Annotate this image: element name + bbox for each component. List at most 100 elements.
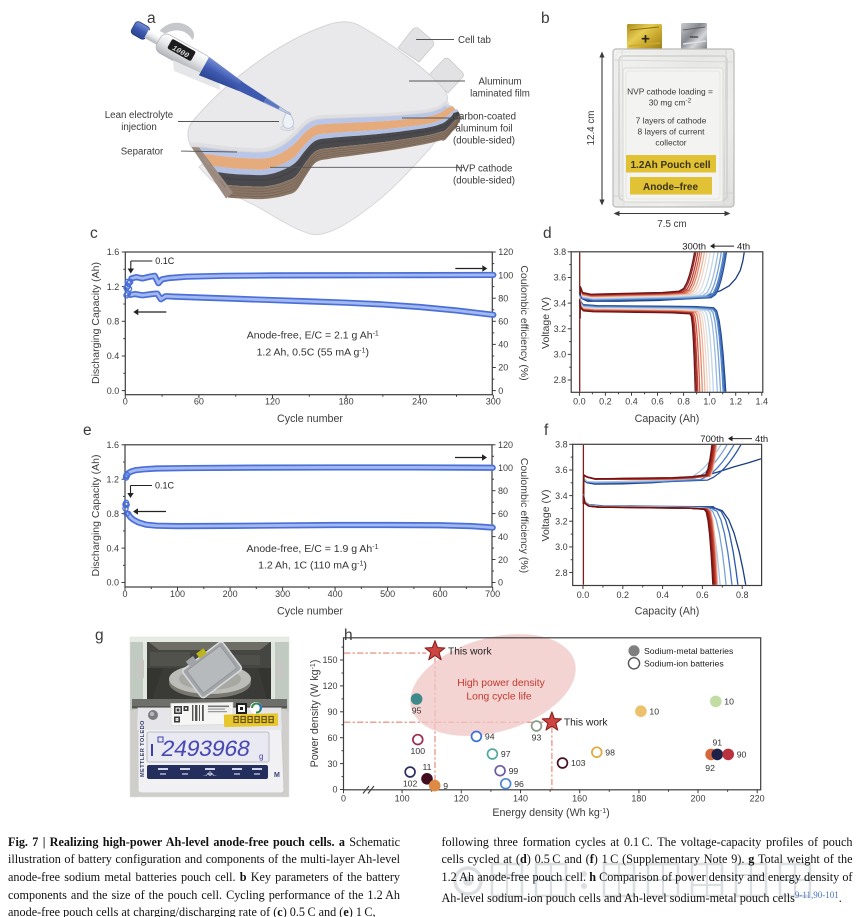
svg-text:Separator: Separator <box>121 147 164 158</box>
svg-text:1.2: 1.2 <box>106 474 119 484</box>
svg-text:7.5 cm: 7.5 cm <box>657 219 686 230</box>
svg-text:g: g <box>95 627 104 644</box>
svg-text:150: 150 <box>322 655 337 665</box>
svg-text:Cycle number: Cycle number <box>277 413 343 425</box>
svg-text:1.2Ah Pouch cell: 1.2Ah Pouch cell <box>630 160 710 171</box>
svg-text:160: 160 <box>572 793 587 803</box>
svg-text:0: 0 <box>332 785 337 795</box>
svg-text:3.6: 3.6 <box>555 465 568 475</box>
svg-text:97: 97 <box>501 749 511 759</box>
svg-text:8 layers of current: 8 layers of current <box>637 127 705 137</box>
svg-text:100: 100 <box>498 463 513 473</box>
svg-text:120: 120 <box>454 793 469 803</box>
svg-text:injection: injection <box>121 122 157 133</box>
svg-text:98: 98 <box>605 747 615 757</box>
svg-text:e: e <box>83 422 92 439</box>
svg-text:(double-sided): (double-sided) <box>453 176 515 187</box>
svg-text:3.4: 3.4 <box>555 491 568 501</box>
svg-text:93: 93 <box>532 733 542 743</box>
svg-text:laminated film: laminated film <box>470 89 530 100</box>
svg-text:3.2: 3.2 <box>554 324 567 334</box>
svg-text:3.2: 3.2 <box>555 517 568 527</box>
svg-text:40: 40 <box>498 340 508 350</box>
svg-text:300: 300 <box>486 397 501 407</box>
svg-text:Sodium-ion batteries: Sodium-ion batteries <box>644 659 724 669</box>
svg-text:0.8: 0.8 <box>736 590 749 600</box>
svg-text:20: 20 <box>498 555 508 565</box>
svg-text:40: 40 <box>498 532 508 542</box>
svg-text:240: 240 <box>412 397 427 407</box>
svg-text:1.6: 1.6 <box>107 247 120 257</box>
svg-text:500: 500 <box>380 589 395 599</box>
svg-text:Energy density (Wh kg-1): Energy density (Wh kg-1) <box>492 807 609 819</box>
svg-text:Carbon-coated: Carbon-coated <box>452 112 516 123</box>
svg-text:120: 120 <box>498 440 513 450</box>
svg-text:Anode-free, E/C = 2.1 g Ah-1: Anode-free, E/C = 2.1 g Ah-1 <box>247 330 379 342</box>
svg-text:300: 300 <box>275 589 290 599</box>
svg-text:Voltage (V): Voltage (V) <box>540 297 552 349</box>
svg-text:1.2: 1.2 <box>107 282 120 292</box>
svg-text:12.4 cm: 12.4 cm <box>586 111 597 146</box>
svg-text:180: 180 <box>631 793 646 803</box>
svg-text:120: 120 <box>322 681 337 691</box>
svg-text:NVP cathode: NVP cathode <box>456 164 513 175</box>
svg-text:c: c <box>90 225 98 242</box>
svg-text:0: 0 <box>341 793 346 803</box>
svg-text:→0←: →0← <box>202 772 217 778</box>
svg-text:180: 180 <box>339 397 354 407</box>
svg-text:b: b <box>541 10 550 27</box>
svg-text:This work: This work <box>448 647 492 658</box>
svg-text:Voltage (V): Voltage (V) <box>540 490 552 542</box>
svg-text:90: 90 <box>327 707 337 717</box>
svg-text:0.1C: 0.1C <box>155 256 175 266</box>
svg-text:h: h <box>344 627 353 644</box>
svg-text:d: d <box>543 225 552 242</box>
svg-text:0.8: 0.8 <box>107 317 120 327</box>
svg-text:80: 80 <box>498 486 508 496</box>
svg-text:200: 200 <box>690 793 705 803</box>
svg-text:collector: collector <box>655 138 686 148</box>
svg-text:100: 100 <box>411 746 426 756</box>
svg-text:200: 200 <box>223 589 238 599</box>
svg-text:0.6: 0.6 <box>651 397 664 407</box>
svg-text:Lean electrolyte: Lean electrolyte <box>105 110 173 121</box>
svg-text:0: 0 <box>498 578 503 588</box>
svg-text:Anode-free, E/C = 1.9 g Ah-1: Anode-free, E/C = 1.9 g Ah-1 <box>246 543 378 555</box>
svg-text:3.0: 3.0 <box>554 350 567 360</box>
svg-text:1.2 Ah, 1C (110 mA g-1): 1.2 Ah, 1C (110 mA g-1) <box>258 560 367 572</box>
svg-text:Discharging Capacity (Ah): Discharging Capacity (Ah) <box>90 455 102 577</box>
svg-text:(double-sided): (double-sided) <box>453 136 515 147</box>
svg-text:3.8: 3.8 <box>555 440 568 450</box>
svg-text:a: a <box>147 10 156 27</box>
svg-text:0.4: 0.4 <box>656 590 669 600</box>
svg-text:Capacity (Ah): Capacity (Ah) <box>635 605 700 617</box>
svg-text:0.8: 0.8 <box>677 397 690 407</box>
svg-text:3.6: 3.6 <box>554 273 567 283</box>
svg-text:60: 60 <box>327 733 337 743</box>
svg-text:10: 10 <box>649 706 659 716</box>
svg-text:3.0: 3.0 <box>555 542 568 552</box>
svg-text:300th: 300th <box>682 241 706 252</box>
svg-text:f: f <box>544 422 549 439</box>
svg-text:0.4: 0.4 <box>106 543 119 553</box>
svg-text:7 layers of cathode: 7 layers of cathode <box>636 116 707 126</box>
svg-text:30 mg cm-2: 30 mg cm-2 <box>649 97 692 108</box>
svg-text:2.8: 2.8 <box>554 375 567 385</box>
svg-text:Sodium-metal batteries: Sodium-metal batteries <box>644 646 734 656</box>
svg-text:0.8: 0.8 <box>106 509 119 519</box>
svg-text:M: M <box>274 772 280 779</box>
svg-text:60: 60 <box>498 317 508 327</box>
svg-text:96: 96 <box>514 779 524 789</box>
svg-text:2.8: 2.8 <box>555 568 568 578</box>
svg-text:103: 103 <box>571 758 586 768</box>
svg-text:80: 80 <box>498 293 508 303</box>
svg-text:92: 92 <box>705 763 715 773</box>
svg-text:100: 100 <box>498 270 513 280</box>
svg-text:0.2: 0.2 <box>617 590 630 600</box>
svg-text:99: 99 <box>509 766 519 776</box>
svg-text:g: g <box>259 752 263 761</box>
svg-text:3.8: 3.8 <box>554 247 567 257</box>
svg-text:2493968: 2493968 <box>161 737 251 763</box>
svg-text:Anode–free: Anode–free <box>643 182 698 193</box>
svg-text:120: 120 <box>265 397 280 407</box>
